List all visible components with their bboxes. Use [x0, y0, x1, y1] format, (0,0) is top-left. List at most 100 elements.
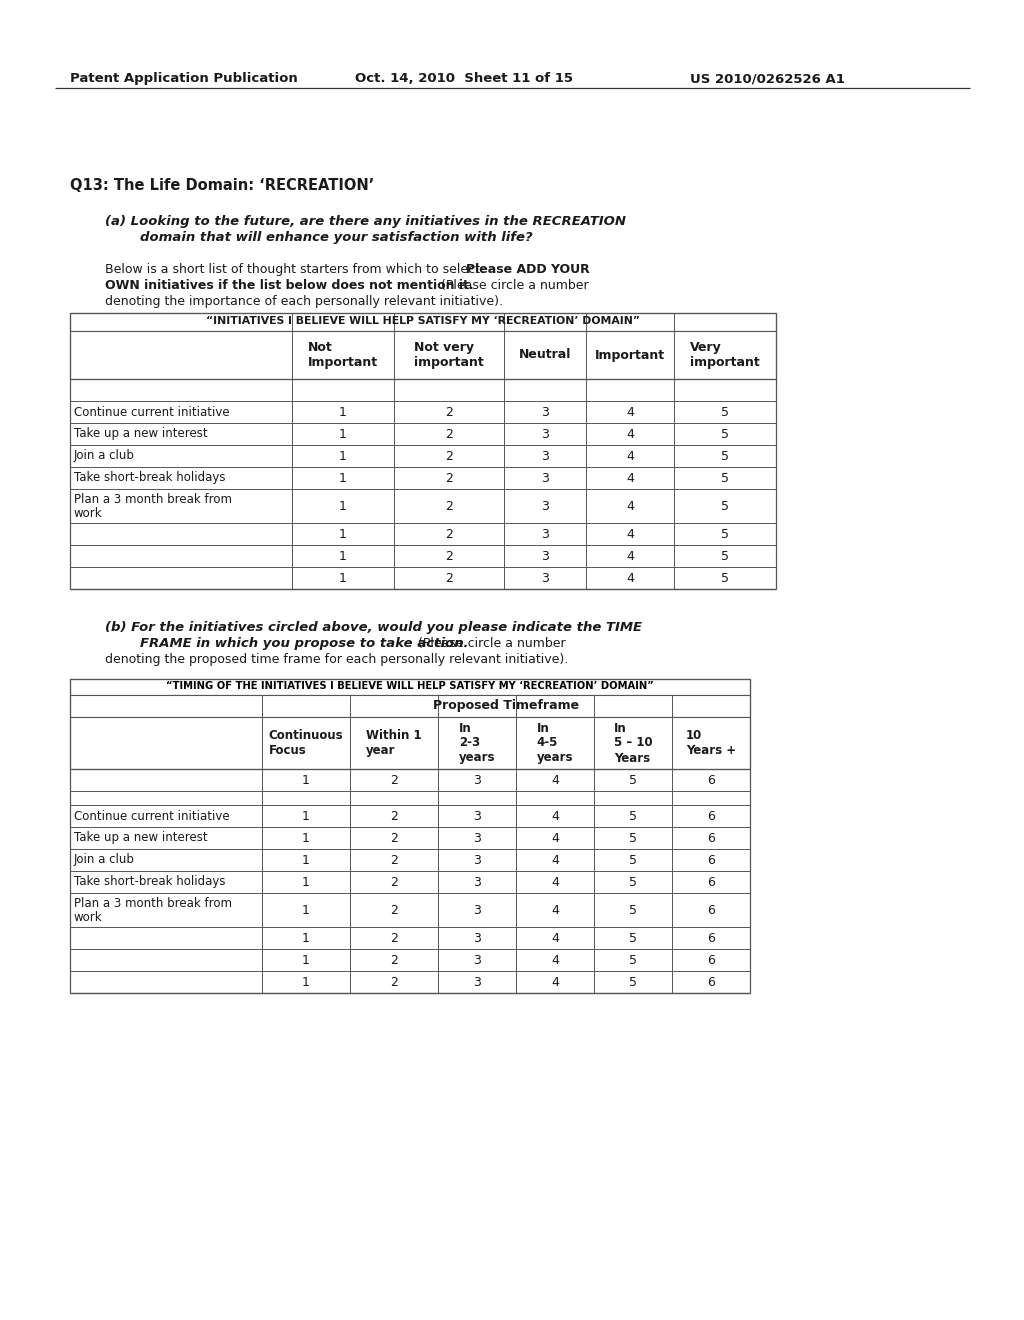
Text: denoting the proposed time frame for each personally relevant initiative).: denoting the proposed time frame for eac…	[105, 653, 568, 667]
Text: Take short-break holidays: Take short-break holidays	[74, 875, 225, 888]
Text: 6: 6	[707, 809, 715, 822]
Text: 4: 4	[551, 903, 559, 916]
Text: 1: 1	[302, 953, 310, 966]
Text: Take up a new interest: Take up a new interest	[74, 832, 208, 845]
Text: 4: 4	[626, 528, 634, 540]
Text: 1: 1	[339, 549, 347, 562]
Text: 1: 1	[339, 528, 347, 540]
Text: 1: 1	[339, 450, 347, 462]
Text: 5: 5	[629, 832, 637, 845]
Text: Please ADD YOUR: Please ADD YOUR	[466, 263, 590, 276]
Text: 6: 6	[707, 832, 715, 845]
Text: (b) For the initiatives circled above, would you please indicate the TIME: (b) For the initiatives circled above, w…	[105, 620, 642, 634]
Text: 1: 1	[302, 832, 310, 845]
Text: 3: 3	[541, 528, 549, 540]
Text: In
5 – 10
Years: In 5 – 10 Years	[613, 722, 652, 764]
Text: 10
Years +: 10 Years +	[686, 729, 736, 756]
Text: 4: 4	[551, 975, 559, 989]
Text: 5: 5	[721, 549, 729, 562]
Text: 1: 1	[302, 975, 310, 989]
Text: 4: 4	[551, 932, 559, 945]
Text: 3: 3	[473, 932, 481, 945]
Text: 6: 6	[707, 854, 715, 866]
Text: OWN initiatives if the list below does not mention it.: OWN initiatives if the list below does n…	[105, 279, 474, 292]
Text: US 2010/0262526 A1: US 2010/0262526 A1	[690, 73, 845, 84]
Text: Not
Important: Not Important	[308, 341, 378, 370]
Text: 2: 2	[390, 809, 398, 822]
Text: 3: 3	[541, 572, 549, 585]
Text: 3: 3	[473, 774, 481, 787]
Text: 3: 3	[473, 854, 481, 866]
Text: 1: 1	[302, 932, 310, 945]
Text: 1: 1	[339, 405, 347, 418]
Text: Below is a short list of thought starters from which to select.: Below is a short list of thought starter…	[105, 263, 488, 276]
Text: work: work	[74, 911, 102, 924]
Text: 4: 4	[551, 875, 559, 888]
Text: 5: 5	[721, 471, 729, 484]
Text: 3: 3	[473, 809, 481, 822]
Text: 4: 4	[626, 405, 634, 418]
Text: 2: 2	[390, 832, 398, 845]
Text: 2: 2	[445, 471, 453, 484]
Text: 4: 4	[551, 953, 559, 966]
Text: 1: 1	[302, 809, 310, 822]
Text: 5: 5	[721, 572, 729, 585]
Text: 3: 3	[541, 428, 549, 441]
Text: 5: 5	[629, 809, 637, 822]
Text: 6: 6	[707, 953, 715, 966]
Text: 4: 4	[626, 499, 634, 512]
Text: Join a club: Join a club	[74, 854, 135, 866]
Text: Continue current initiative: Continue current initiative	[74, 809, 229, 822]
Text: Join a club: Join a club	[74, 450, 135, 462]
Text: 2: 2	[390, 932, 398, 945]
Text: 2: 2	[445, 405, 453, 418]
Text: 6: 6	[707, 774, 715, 787]
Text: 5: 5	[721, 499, 729, 512]
Text: 5: 5	[721, 528, 729, 540]
Text: Patent Application Publication: Patent Application Publication	[70, 73, 298, 84]
Text: 3: 3	[541, 405, 549, 418]
Text: 1: 1	[339, 572, 347, 585]
Text: 3: 3	[541, 471, 549, 484]
Text: 5: 5	[629, 774, 637, 787]
Text: 3: 3	[473, 975, 481, 989]
Text: 5: 5	[629, 875, 637, 888]
Text: 2: 2	[445, 499, 453, 512]
Text: 4: 4	[551, 809, 559, 822]
Text: work: work	[74, 507, 102, 520]
Text: 6: 6	[707, 932, 715, 945]
Text: 2: 2	[390, 975, 398, 989]
Text: 5: 5	[629, 975, 637, 989]
Text: Continuous
Focus: Continuous Focus	[268, 729, 343, 756]
Text: Neutral: Neutral	[519, 348, 571, 362]
Text: In
4-5
years: In 4-5 years	[537, 722, 573, 764]
Text: Very
important: Very important	[690, 341, 760, 370]
Text: 4: 4	[626, 471, 634, 484]
Text: (Please circle a number: (Please circle a number	[410, 638, 565, 649]
Text: Plan a 3 month break from: Plan a 3 month break from	[74, 492, 232, 506]
Text: 6: 6	[707, 903, 715, 916]
Text: 4: 4	[626, 572, 634, 585]
Text: Take up a new interest: Take up a new interest	[74, 428, 208, 441]
Text: 2: 2	[445, 572, 453, 585]
Text: 1: 1	[302, 903, 310, 916]
Text: 2: 2	[390, 875, 398, 888]
Text: 4: 4	[551, 854, 559, 866]
Text: 4: 4	[626, 549, 634, 562]
Text: 1: 1	[339, 471, 347, 484]
Text: 3: 3	[473, 875, 481, 888]
Text: 4: 4	[626, 428, 634, 441]
Text: 5: 5	[629, 854, 637, 866]
Text: 1: 1	[302, 774, 310, 787]
Text: 1: 1	[302, 875, 310, 888]
Text: 3: 3	[473, 953, 481, 966]
Text: Within 1
year: Within 1 year	[367, 729, 422, 756]
Text: Q13: The Life Domain: ‘RECREATION’: Q13: The Life Domain: ‘RECREATION’	[70, 178, 374, 193]
Text: “TIMING OF THE INITIATIVES I BELIEVE WILL HELP SATISFY MY ‘RECREATION’ DOMAIN”: “TIMING OF THE INITIATIVES I BELIEVE WIL…	[166, 681, 654, 690]
Text: 6: 6	[707, 975, 715, 989]
Text: 3: 3	[473, 903, 481, 916]
Text: In
2-3
years: In 2-3 years	[459, 722, 496, 764]
Text: 5: 5	[629, 932, 637, 945]
Text: (Please circle a number: (Please circle a number	[437, 279, 589, 292]
Text: Proposed Timeframe: Proposed Timeframe	[433, 700, 579, 713]
